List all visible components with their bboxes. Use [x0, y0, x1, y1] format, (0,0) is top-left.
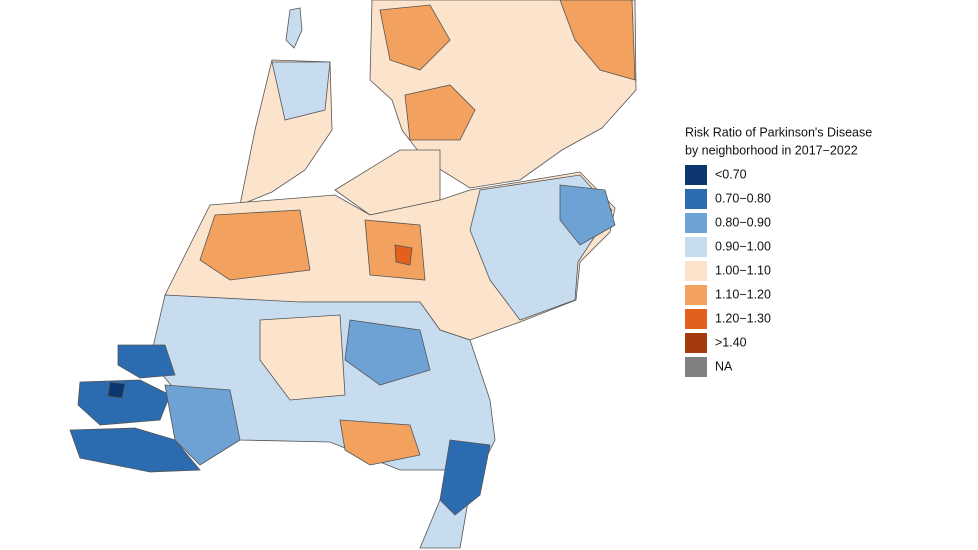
legend-swatch: [685, 165, 707, 185]
legend-title: Risk Ratio of Parkinson's Disease: [685, 125, 872, 139]
region: [344, 319, 431, 386]
region: [271, 61, 331, 121]
legend-label: 1.20−1.30: [715, 311, 771, 325]
legend-swatch: [685, 261, 707, 281]
region: [559, 0, 636, 81]
legend-label: >1.40: [715, 335, 747, 349]
region: [164, 384, 241, 466]
legend-label: NA: [715, 359, 733, 373]
region: [69, 427, 201, 473]
region: [199, 209, 311, 281]
region: [77, 379, 171, 426]
legend: Risk Ratio of Parkinson's Disease by nei…: [685, 125, 872, 377]
legend-label: 0.90−1.00: [715, 239, 771, 253]
legend-swatch: [685, 285, 707, 305]
region: [259, 314, 346, 401]
legend-swatch: [685, 237, 707, 257]
legend-swatch: [685, 213, 707, 233]
legend-label: 1.00−1.10: [715, 263, 771, 277]
region: [379, 4, 451, 71]
region: [107, 381, 126, 399]
legend-swatch: [685, 333, 707, 353]
region: [285, 7, 303, 49]
region: [439, 439, 491, 516]
legend-label: <0.70: [715, 167, 747, 181]
map: [69, 0, 637, 549]
legend-label: 0.70−0.80: [715, 191, 771, 205]
legend-swatch: [685, 309, 707, 329]
region: [334, 149, 441, 216]
legend-swatch: [685, 357, 707, 377]
region: [559, 184, 616, 246]
legend-title: by neighborhood in 2017−2022: [685, 143, 858, 157]
legend-label: 1.10−1.20: [715, 287, 771, 301]
region: [117, 344, 176, 379]
region: [404, 84, 476, 141]
legend-swatch: [685, 189, 707, 209]
region: [394, 244, 413, 266]
region: [339, 419, 421, 466]
legend-label: 0.80−0.90: [715, 215, 771, 229]
